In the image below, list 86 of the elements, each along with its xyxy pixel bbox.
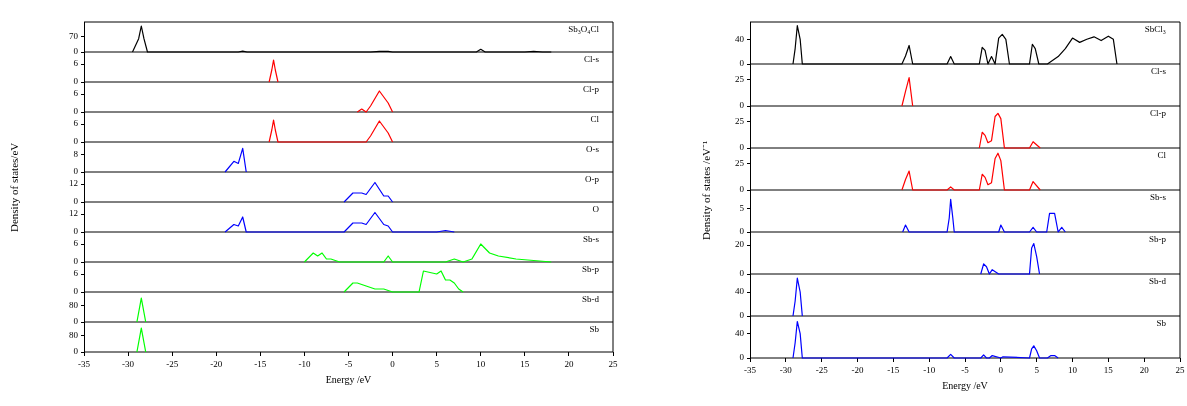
chart-title: Sb-p [581,263,600,274]
y-tick-label: 80 [69,329,79,340]
chart-title: Cl-p [1149,107,1167,118]
x-tick-label: 20 [564,358,574,369]
chart-title: O-p [585,173,600,184]
chart-title: Cl [1157,149,1167,160]
chart-title: SbCl₃ [1144,23,1166,34]
y-tick-label: 6 [73,118,79,129]
x-tick-label: -35 [78,358,91,369]
y-tick-label: 40 [735,286,745,297]
y-tick-label: 40 [735,33,745,44]
y-tick-label: 0 [73,166,79,177]
y-tick-label: 6 [73,88,79,99]
chart-title: Sb₃O₄Cl [568,23,600,34]
chart-title: Cl [590,113,600,124]
chart-title: Sb-s [582,233,600,244]
chart-title: Sb [1156,317,1167,328]
x-tick-label: -30 [122,358,135,369]
chart-title: Cl-p [582,83,600,94]
y-tick-label: 8 [73,149,79,160]
x-tick-label: 0 [390,358,396,369]
x-axis-title: Energy /eV [325,373,373,385]
y-tick-label: 40 [735,328,745,339]
y-tick-label: 0 [73,256,79,267]
y-tick-label: 70 [69,30,79,41]
x-tick-label: -30 [779,364,793,375]
chart-title: Sb-s [1149,191,1167,202]
x-tick-label: 20 [1139,364,1150,375]
x-tick-label: 5 [1034,364,1040,375]
y-tick-label: 0 [73,106,79,117]
chart-title: O [592,203,600,214]
x-tick-label: -15 [254,358,267,369]
x-tick-label: 25 [608,358,618,369]
y-tick-label: 0 [73,226,79,237]
y-tick-label: 0 [73,286,79,297]
x-tick-label: 15 [1103,364,1114,375]
y-tick-label: 25 [735,158,745,169]
x-tick-label: 10 [476,358,486,369]
y-tick-label: 25 [735,74,745,85]
chart-title: Sb [589,323,600,334]
x-tick-label: -15 [887,364,900,375]
x-tick-label: -10 [923,364,936,375]
x-tick-label: -10 [298,358,311,369]
x-tick-label: -35 [744,364,757,375]
y-tick-label: 0 [73,46,79,57]
x-tick-label: 5 [434,358,440,369]
x-tick-label: 25 [1175,364,1185,375]
y-tick-label: 0 [73,76,79,87]
y-tick-label: 25 [735,116,745,127]
y-tick-label: 0 [73,136,79,147]
y-tick-label: 6 [73,58,79,69]
y-tick-label: 6 [73,268,79,279]
y-tick-label: 12 [69,208,78,219]
x-tick-label: -5 [344,358,353,369]
y-tick-label: 6 [73,238,79,249]
y-tick-label: 0 [73,346,79,357]
y-tick-label: 12 [69,178,78,189]
y-tick-label: 80 [69,299,79,310]
chart-title: O-s [586,143,600,154]
x-axis-title: Energy /eV [942,379,989,391]
x-tick-label: 0 [998,364,1004,375]
y-tick-label: 0 [739,310,745,321]
y-tick-label: 0 [73,196,79,207]
x-tick-label: -25 [166,358,179,369]
chart-title: Cl-s [583,53,600,64]
x-tick-label: -20 [851,364,864,375]
x-tick-label: -20 [210,358,223,369]
chart-title: Cl-s [1150,65,1167,76]
y-tick-label: 0 [739,184,745,195]
y-tick-label: 0 [739,268,745,279]
chart-title: Sb-p [1148,233,1167,244]
y-tick-label: 0 [739,100,745,111]
chart-title: Sb-d [1148,275,1167,286]
y-tick-label: 0 [73,316,79,327]
chart-title: Sb-d [581,293,600,304]
y-tick-label: 0 [739,142,745,153]
x-tick-label: 10 [1068,364,1078,375]
x-tick-label: -5 [961,364,970,375]
y-tick-label: 0 [739,226,745,237]
y-axis-title: Density of states /eV⁻¹ [699,139,713,242]
x-tick-label: -25 [815,364,829,375]
x-tick-label: 15 [520,358,530,369]
y-tick-label: 20 [735,239,745,250]
y-tick-label: 0 [739,58,745,69]
y-tick-label: 5 [739,203,745,214]
y-axis-title: Density of states/eV [8,141,20,234]
